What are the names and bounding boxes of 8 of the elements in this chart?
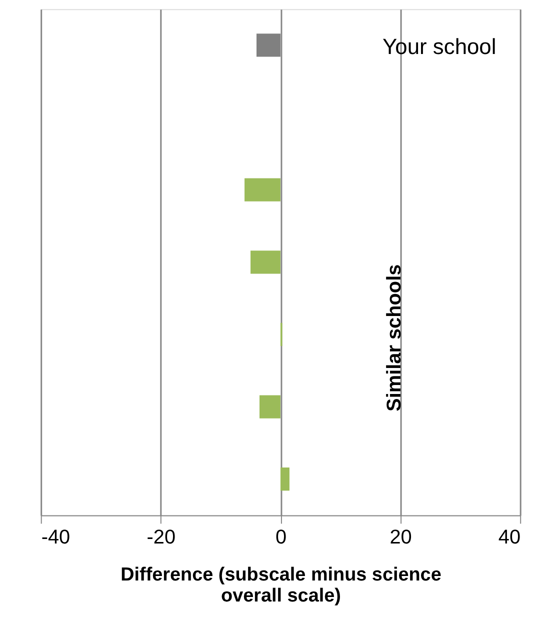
x-axis-title: Difference (subscale minus science overall scale) [120, 564, 442, 606]
annotation: Similar schools [384, 264, 406, 412]
x-tick-label: 20 [390, 526, 412, 549]
x-tick-label: -20 [146, 526, 176, 549]
annotation: Your school [382, 34, 496, 59]
x-tick-label: -40 [41, 526, 70, 549]
x-tick-label: 40 [498, 526, 521, 549]
x-tick-label: 0 [275, 526, 287, 549]
